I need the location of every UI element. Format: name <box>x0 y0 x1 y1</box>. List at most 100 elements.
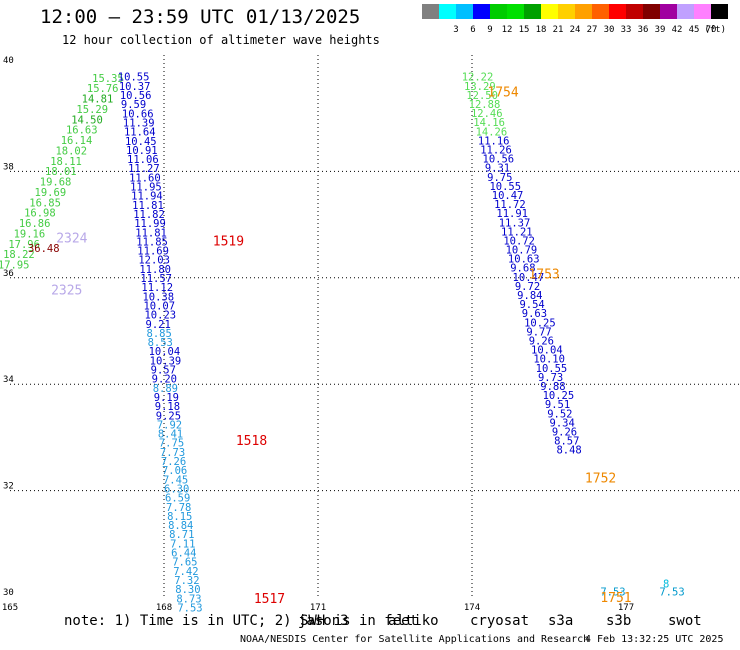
swh-value: 7.45 <box>163 474 188 486</box>
swh-value: 10.56 <box>120 90 152 102</box>
swh-value: 15.76 <box>87 83 119 95</box>
footer-timestamp: 4 Feb 13:32:25 UTC 2025 <box>585 634 724 645</box>
swh-value: 10.25 <box>543 390 575 402</box>
y-tick-label: 34 <box>3 375 14 385</box>
x-tick-label: 177 <box>618 603 634 612</box>
legend-tick-label: 24 <box>570 25 581 34</box>
swh-value: 16.85 <box>29 197 61 209</box>
legend-swatch <box>473 4 490 19</box>
swh-value: 10.07 <box>143 300 175 312</box>
color-legend: 3 6 9 12 15 18 21 24 27 30 33 36 39 42 45 70(ft) <box>422 4 728 34</box>
swh-value: 7.78 <box>166 502 191 514</box>
y-tick-label: 30 <box>3 588 14 598</box>
legend-tick-label: 30 <box>604 25 615 34</box>
chart-title: 12:00 – 23:59 UTC 01/13/2025 <box>40 6 361 28</box>
swh-value: 11.27 <box>128 163 160 175</box>
legend-swatch <box>541 4 558 19</box>
time-label: 1753 <box>528 268 559 283</box>
swh-value: 9.26 <box>529 336 554 348</box>
swh-value: 7.92 <box>157 419 182 431</box>
swh-value: 9.73 <box>538 372 563 384</box>
swh-value: 14.81 <box>82 94 114 106</box>
legend-tick-label: 9 <box>487 25 492 34</box>
swh-value: 11.81 <box>132 200 164 212</box>
swh-value: 16.98 <box>24 208 56 220</box>
swh-value: 11.39 <box>123 117 155 129</box>
note-text: note: 1) Time is in UTC; 2) SWH is in fe… <box>64 613 419 629</box>
swh-value: 10.37 <box>119 81 151 93</box>
swh-value: 11.82 <box>133 209 165 221</box>
legend-swatch <box>711 4 728 19</box>
swh-value: 7.53 <box>600 587 625 599</box>
swh-value: 7.53 <box>659 587 684 599</box>
legend-tick-label: 27 <box>587 25 598 34</box>
swh-value: 11.57 <box>140 273 172 285</box>
swh-value: 7.75 <box>159 438 184 450</box>
swh-value: 11.37 <box>499 217 531 229</box>
swh-value: 8.89 <box>153 383 178 395</box>
swh-value: 12.50 <box>466 90 498 102</box>
swh-value: 9.25 <box>156 410 181 422</box>
legend-tick-label: 18 <box>536 25 547 34</box>
time-label: 1519 <box>213 235 244 250</box>
swh-value: 11.81 <box>135 227 167 239</box>
swh-value: 9.18 <box>155 401 180 413</box>
swh-value: 18.01 <box>45 166 77 178</box>
swh-value: 7.42 <box>173 566 198 578</box>
x-tick-label: 171 <box>310 603 326 612</box>
legend-swatch <box>558 4 575 19</box>
satellite-cryosat: cryosat <box>470 613 530 629</box>
swh-value: 10.38 <box>142 291 174 303</box>
swh-value: 8.85 <box>147 328 172 340</box>
satellite-jason3: jason3 <box>298 613 349 629</box>
swh-value: 9.21 <box>146 319 171 331</box>
swh-value: 9.51 <box>545 399 570 411</box>
swh-value: 19.69 <box>35 187 67 199</box>
time-label: 1752 <box>585 471 616 486</box>
swh-value: 8.73 <box>176 593 201 605</box>
time-label: 1518 <box>236 434 267 449</box>
swh-value: 8.15 <box>167 511 192 523</box>
swh-value: 11.99 <box>134 218 166 230</box>
swh-value: 9.77 <box>526 326 551 338</box>
wave-height-map: 165 168 171 174 17730323436384015.3515.7614.… <box>0 55 740 612</box>
swh-value: 9.20 <box>152 374 177 386</box>
swh-value: 10.47 <box>513 272 545 284</box>
swh-value: 11.21 <box>501 226 533 238</box>
chart-subtitle: 12 hour collection of altimeter wave hei… <box>62 33 380 47</box>
swh-value: 16.86 <box>19 218 51 230</box>
legend-swatch <box>694 4 711 19</box>
legend-swatch <box>422 4 439 19</box>
swh-value: 7.26 <box>161 456 186 468</box>
swh-value: 9.84 <box>517 290 542 302</box>
swh-value: 8.57 <box>554 436 579 448</box>
y-tick-label: 36 <box>3 269 14 279</box>
swh-value: 12.22 <box>462 72 494 84</box>
swh-value: 9.63 <box>522 308 547 320</box>
legend-tick-label: 21 <box>553 25 564 34</box>
time-label: 1751 <box>600 591 631 606</box>
legend-swatch <box>626 4 643 19</box>
swh-value: 18.22 <box>3 249 35 261</box>
legend-swatch <box>575 4 592 19</box>
swh-value: 19.68 <box>40 177 72 189</box>
legend-swatch <box>524 4 541 19</box>
time-label: 1517 <box>254 592 285 607</box>
swh-value: 13.29 <box>464 81 496 93</box>
legend-tick-label: 3 <box>453 25 458 34</box>
swh-value: 9.72 <box>515 281 540 293</box>
time-label: 2324 <box>56 231 87 246</box>
legend-tick-label: 12 <box>502 25 513 34</box>
swh-value: 11.12 <box>141 282 173 294</box>
swh-value: 9.52 <box>547 408 572 420</box>
swh-value: 7.06 <box>162 465 187 477</box>
swh-value: 9.54 <box>519 299 544 311</box>
swh-value: 10.55 <box>489 181 521 193</box>
y-tick-label: 32 <box>3 482 14 492</box>
swh-value: 9.31 <box>485 163 510 175</box>
swh-value: 9.88 <box>540 381 565 393</box>
swh-value: 10.55 <box>118 72 150 84</box>
swh-value: 9.75 <box>487 172 512 184</box>
legend-swatch <box>507 4 524 19</box>
footer-credit: NOAA/NESDIS Center for Satellite Applica… <box>240 634 590 645</box>
